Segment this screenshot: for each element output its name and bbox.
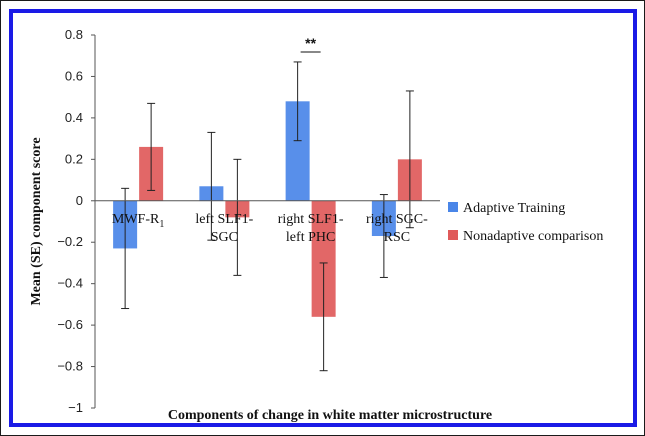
y-tick-label: 0.4 xyxy=(65,110,83,125)
legend-label: Adaptive Training xyxy=(463,201,565,216)
category-label: right SGC- xyxy=(366,212,428,227)
y-tick-label: 0.6 xyxy=(65,68,83,83)
legend-swatch xyxy=(448,230,458,240)
y-tick-label: −0.6 xyxy=(57,317,83,332)
category-label: right SLF1- xyxy=(278,212,344,227)
labels-layer: Mean (SE) component score Components of c… xyxy=(29,35,492,423)
y-tick-label: −0.2 xyxy=(57,234,83,249)
axis-layer: 0.8 0.6 0.4 0.2 0 −0.2 −0.4 −0.6 −0.8 −1 xyxy=(57,27,440,415)
y-tick-label: −0.8 xyxy=(57,359,83,374)
y-tick-label: −0.4 xyxy=(57,276,83,291)
legend-swatch xyxy=(448,202,458,212)
y-tick-label: −1 xyxy=(68,400,83,415)
category-label: left SLF1- xyxy=(195,212,253,227)
category-label-line2: RSC xyxy=(384,230,410,245)
y-tick-label: 0 xyxy=(76,193,83,208)
significance-marker: ** xyxy=(305,35,316,51)
y-tick-label: 0.2 xyxy=(65,151,83,166)
category-label-subscript: 1 xyxy=(159,219,164,230)
category-label-line2: SGC xyxy=(211,230,238,245)
bars-layer xyxy=(113,61,422,372)
category-label-line2: left PHC xyxy=(286,230,335,245)
legend-label: Nonadaptive comparison xyxy=(463,229,603,244)
y-tick-label: 0.8 xyxy=(65,27,83,42)
legend: Adaptive Training Nonadaptive comparison xyxy=(448,201,603,244)
y-axis-title: Mean (SE) component score xyxy=(29,137,44,305)
category-label: MWF-R1 xyxy=(112,212,164,230)
x-axis-title: Components of change in white matter mic… xyxy=(168,408,492,423)
